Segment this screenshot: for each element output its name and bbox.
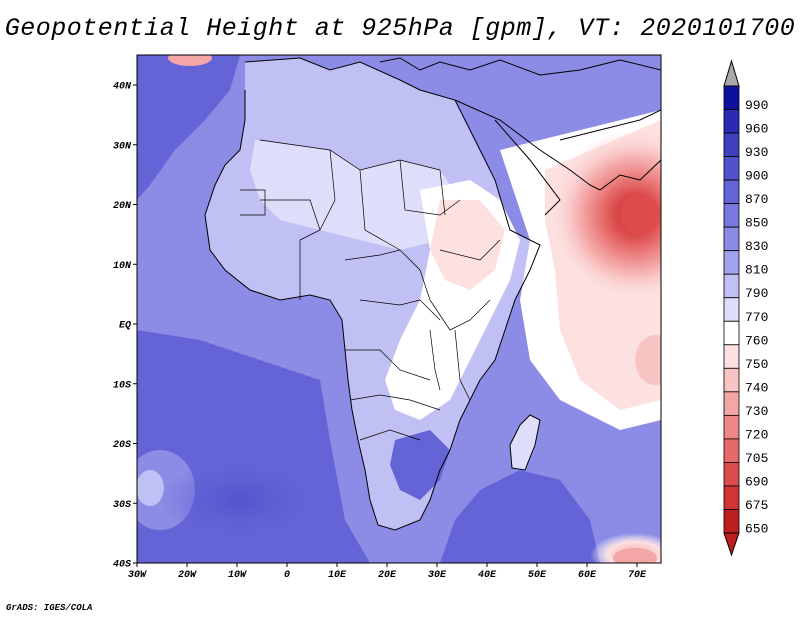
colorbar-label: 960 [745,122,768,137]
lat-tick-label: 30N [113,141,132,152]
lat-tick-label: 40S [113,560,131,571]
low-pressure-south-core [613,548,657,563]
country-borders [240,139,501,441]
colorbar-swatch [723,367,740,393]
low-pressure-indian-ocean [635,335,661,385]
colorbar-swatch [723,132,740,157]
colorbar-label: 810 [745,263,768,278]
lat-tick-label: 20N [113,201,132,212]
south-africa-deep [390,430,450,500]
lon-tick-label: 0 [284,570,290,581]
colorbar-swatch [723,179,740,205]
lon-tick-label: 20E [378,570,397,581]
colorbar-swatch [723,391,740,416]
lon-tick-label: 40E [478,570,497,581]
lat-tick-label: 10S [113,380,131,391]
lon-tick-label: 50E [528,570,547,581]
colorbar-label: 850 [745,216,768,231]
colorbar-label: 705 [745,451,768,466]
colorbar-swatch [723,414,740,440]
east-africa-low [430,200,505,290]
colorbar-swatch [723,273,740,299]
colorbar-bottom-arrow [723,532,740,557]
colorbar-label: 900 [745,169,768,184]
colorbar-label: 870 [745,192,768,207]
colorbar-swatch [723,85,740,110]
high-southwest-core [137,470,164,506]
colorbar: 990 960 930 900 870 850 830 810 790 770 760 750 740 7… [723,59,768,557]
colorbar-top-arrow [723,59,740,87]
map-title: Geopotential Height at 925hPa [gpm], VT:… [4,14,796,43]
colorbar-label: 770 [745,310,768,325]
sahara-pale [250,140,460,250]
lon-tick-label: 30E [428,570,447,581]
colorbar-label: 750 [745,357,768,372]
colorbar-swatch [723,250,740,275]
lon-tick-label: 20W [178,570,197,581]
colorbar-label: 930 [745,145,768,160]
colorbar-swatch [723,462,740,487]
lat-tick-label: 30S [113,500,131,511]
lon-tick-label: 10E [328,570,347,581]
grads-credit: GrADS: IGES/COLA [6,603,93,613]
colorbar-label: 730 [745,404,768,419]
lon-tick-label: 10W [228,570,247,581]
subtropical-high [160,460,320,540]
lat-tick-label: 20S [113,440,131,451]
lon-tick-label: 70E [628,570,647,581]
colorbar-swatch [723,344,740,369]
lat-tick-label: EQ [119,321,131,332]
colorbar-swatch [723,156,740,181]
colorbar-swatch [723,320,740,346]
coastlines [204,57,661,531]
lat-tick-label: 10N [113,261,132,272]
colorbar-swatch [723,226,740,252]
colorbar-label: 760 [745,333,768,348]
colorbar-label: 720 [745,427,768,442]
longitude-axis: 30W 20W 10W 0 10E 20E 30E 40E 50E 60E 70E [128,563,647,581]
madagascar [510,415,540,470]
atlantic-deep-west [137,55,240,200]
colorbar-label: 650 [745,522,768,537]
colorbar-swatch [723,203,740,228]
colorbar-swatch [723,509,740,534]
indian-deep-south [440,470,600,563]
lon-tick-label: 30W [128,570,147,581]
colorbar-swatch [723,438,740,463]
lon-tick-label: 60E [578,570,597,581]
plot-frame [136,54,662,564]
colorbar-swatch [723,485,740,510]
height-field [137,55,661,563]
colorbar-label: 990 [745,98,768,113]
colorbar-swatch [723,109,740,134]
colorbar-label: 790 [745,286,768,301]
colorbar-swatch [723,297,740,322]
colorbar-label: 830 [745,239,768,254]
colorbar-label: 675 [745,498,768,513]
latitude-axis: 40N 30N 20N 10N EQ 10S 20S 30S 40S [113,82,137,571]
colorbar-label: 690 [745,474,768,489]
low-pressure-india [550,130,661,300]
low-pressure-north [168,55,212,66]
lat-tick-label: 40N [113,82,132,93]
colorbar-label: 740 [745,380,768,395]
low-pressure-core [620,195,660,235]
